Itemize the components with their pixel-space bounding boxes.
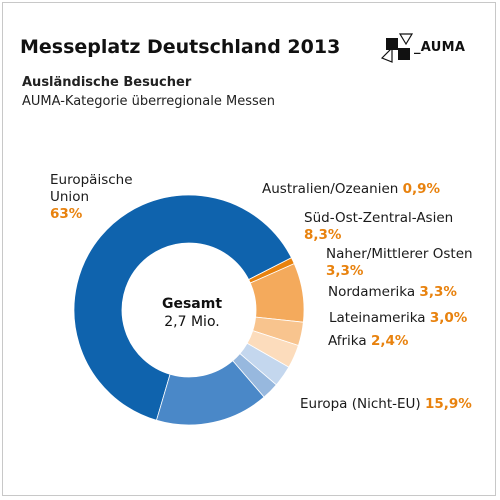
auma-logo-icon [380, 33, 414, 63]
label-europa-nicht-eu: Europa (Nicht-EU) 15,9% [300, 396, 472, 412]
label-afrika: Afrika 2,4% [328, 333, 409, 349]
label-naher-mittlerer-osten: Naher/Mittlerer Osten 3,3% [326, 246, 473, 279]
donut-slice-europ-ische-union [73, 194, 293, 421]
chart-frame [2, 2, 496, 496]
chart-category: AUMA-Kategorie überregionale Messen [22, 94, 275, 109]
label-nordamerika: Nordamerika 3,3% [328, 284, 457, 300]
label-europaeische-union: Europäische Union 63% [50, 172, 133, 222]
center-total-value: 2,7 Mio. [164, 314, 220, 330]
label-sued-ost-zentral-asien: Süd-Ost-Zentral-Asien 8,3% [304, 210, 454, 243]
label-australien-ozeanien: Australien/Ozeanien 0,9% [262, 181, 441, 197]
page-title: Messeplatz Deutschland 2013 [20, 36, 341, 58]
donut-slice-europa-nicht-eu [155, 360, 265, 426]
center-total-label: Gesamt [161, 296, 223, 312]
auma-logo-text: _AUMA [414, 40, 466, 55]
label-lateinamerika: Lateinamerika 3,0% [329, 310, 468, 326]
chart-subtitle: Ausländische Besucher [22, 75, 192, 90]
